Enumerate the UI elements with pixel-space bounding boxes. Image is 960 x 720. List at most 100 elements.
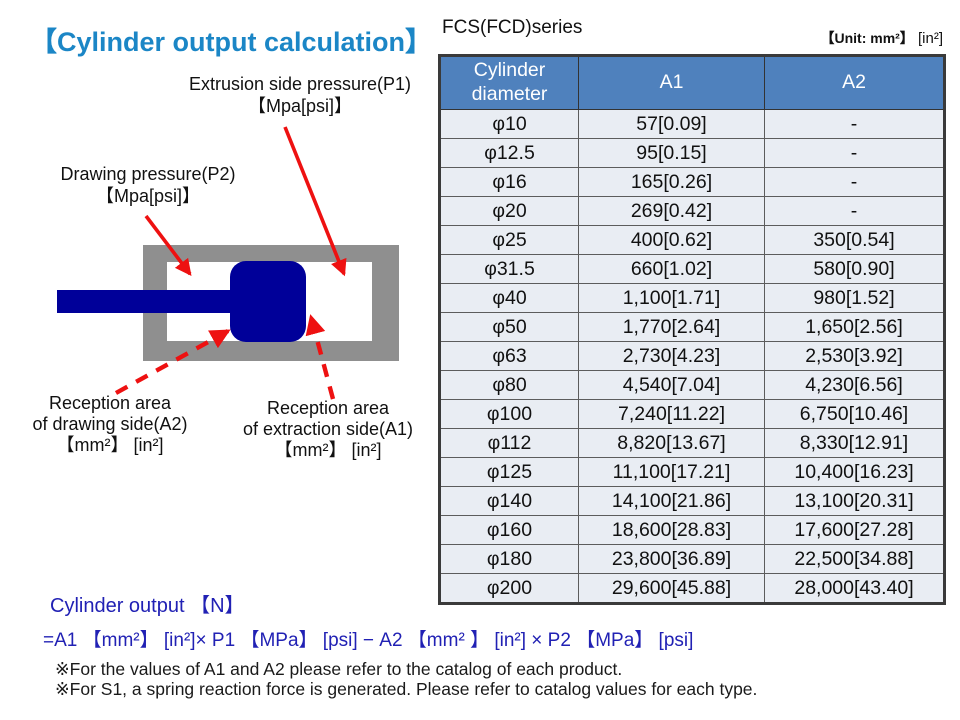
cell-diameter: φ50 (439, 312, 579, 342)
piston (230, 261, 306, 342)
cell-a1: 660[1.02] (578, 254, 765, 284)
cell-a1: 29,600[45.88] (578, 573, 765, 604)
cell-a2: 4,230[6.56] (764, 370, 945, 400)
unit-label: 【Unit: mm²】 [in²] (700, 28, 943, 48)
cell-a2: 6,750[10.46] (764, 399, 945, 429)
cell-a2: - (764, 109, 945, 139)
cell-diameter: φ40 (439, 283, 579, 313)
table-row: φ31.5 660[1.02] 580[0.90] (439, 254, 945, 284)
table-row: φ200 29,600[45.88] 28,000[43.40] (439, 573, 945, 604)
cell-diameter: φ25 (439, 225, 579, 255)
cell-a1: 7,240[11.22] (578, 399, 765, 429)
cell-diameter: φ12.5 (439, 138, 579, 168)
cell-diameter: φ180 (439, 544, 579, 574)
reception-area-a1-line1: Reception area (266, 398, 390, 418)
unit-label-mm: 【Unit: mm²】 (820, 30, 914, 46)
table-row: φ50 1,770[2.64] 1,650[2.56] (439, 312, 945, 342)
cell-a2: 8,330[12.91] (764, 428, 945, 458)
table-row: φ12.5 95[0.15] - (439, 138, 945, 168)
cylinder-output-heading: Cylinder output 【N】 (50, 595, 245, 617)
unit-label-in: [in²] (917, 30, 943, 47)
reception-area-a1-line2: of extraction side(A1) (242, 419, 414, 439)
cell-a1: 23,800[36.89] (578, 544, 765, 574)
cell-diameter: φ20 (439, 196, 579, 226)
cell-a2: 350[0.54] (764, 225, 945, 255)
header-cylinder-diameter: Cylinder diameter (439, 55, 579, 110)
cell-diameter: φ112 (439, 428, 579, 458)
cell-diameter: φ200 (439, 573, 579, 604)
cell-a2: 1,650[2.56] (764, 312, 945, 342)
cell-diameter: φ63 (439, 341, 579, 371)
cell-a2: 2,530[3.92] (764, 341, 945, 371)
reception-area-a1-label: Reception area of extraction side(A1) 【m… (222, 398, 434, 461)
table-body: φ10 57[0.09] - φ12.5 95[0.15] - φ16 165[0.26] - φ… (439, 109, 945, 604)
table-row: φ100 7,240[11.22] 6,750[10.46] (439, 399, 945, 429)
cell-a1: 4,540[7.04] (578, 370, 765, 400)
piston-rod (57, 290, 238, 313)
drawing-pressure-label: Drawing pressure(P2) 【Mpa[psi]】 (43, 163, 253, 207)
reception-area-a2-line2: of drawing side(A2) (32, 414, 188, 434)
cell-a1: 269[0.42] (578, 196, 765, 226)
cell-a1: 400[0.62] (578, 225, 765, 255)
reception-area-a2-line1: Reception area (48, 393, 172, 413)
cell-a1: 2,730[4.23] (578, 341, 765, 371)
footnote-2: ※For S1, a spring reaction force is gene… (55, 679, 758, 699)
table-row: φ180 23,800[36.89] 22,500[34.88] (439, 544, 945, 574)
extrusion-pressure-label-line1: Extrusion side pressure(P1) (188, 74, 412, 94)
table-row: φ112 8,820[13.67] 8,330[12.91] (439, 428, 945, 458)
cell-diameter: φ100 (439, 399, 579, 429)
cell-a2: - (764, 138, 945, 168)
table-row: φ125 11,100[17.21] 10,400[16.23] (439, 457, 945, 487)
reception-area-a2-line3: 【mm²】 [in²] (56, 435, 164, 455)
table-row: φ10 57[0.09] - (439, 109, 945, 139)
cell-a1: 18,600[28.83] (578, 515, 765, 545)
cell-a1: 95[0.15] (578, 138, 765, 168)
cell-a2: 17,600[27.28] (764, 515, 945, 545)
cell-diameter: φ16 (439, 167, 579, 197)
table-row: φ40 1,100[1.71] 980[1.52] (439, 283, 945, 313)
cell-a2: 980[1.52] (764, 283, 945, 313)
table-header-row: Cylinder diameter A1 A2 (439, 55, 945, 110)
cell-a2: 22,500[34.88] (764, 544, 945, 574)
reception-area-a1-line3: 【mm²】 [in²] (274, 440, 382, 460)
table-row: φ20 269[0.42] - (439, 196, 945, 226)
cell-diameter: φ31.5 (439, 254, 579, 284)
table-row: φ140 14,100[21.86] 13,100[20.31] (439, 486, 945, 516)
cell-a2: - (764, 196, 945, 226)
footnotes: ※For the values of A1 and A2 please refe… (55, 659, 757, 699)
header-a1: A1 (578, 55, 765, 110)
cell-diameter: φ160 (439, 515, 579, 545)
cylinder-output-table: Cylinder diameter A1 A2 φ10 57[0.09] - φ12.… (438, 54, 946, 605)
table-row: φ25 400[0.62] 350[0.54] (439, 225, 945, 255)
cell-a1: 57[0.09] (578, 109, 765, 139)
table-row: φ160 18,600[28.83] 17,600[27.28] (439, 515, 945, 545)
table-row: φ63 2,730[4.23] 2,530[3.92] (439, 341, 945, 371)
cell-a1: 8,820[13.67] (578, 428, 765, 458)
table-row: φ80 4,540[7.04] 4,230[6.56] (439, 370, 945, 400)
cell-diameter: φ10 (439, 109, 579, 139)
cell-a1: 14,100[21.86] (578, 486, 765, 516)
cell-diameter: φ125 (439, 457, 579, 487)
extrusion-pressure-label-line2: 【Mpa[psi]】 (247, 96, 353, 116)
drawing-pressure-label-line2: 【Mpa[psi]】 (95, 186, 201, 206)
footnote-1: ※For the values of A1 and A2 please refe… (55, 659, 623, 679)
header-a2: A2 (764, 55, 945, 110)
cell-a1: 1,100[1.71] (578, 283, 765, 313)
cell-a1: 11,100[17.21] (578, 457, 765, 487)
cell-a2: 10,400[16.23] (764, 457, 945, 487)
cell-a2: - (764, 167, 945, 197)
reception-area-a2-label: Reception area of drawing side(A2) 【mm²】… (2, 393, 218, 456)
extrusion-pressure-label: Extrusion side pressure(P1) 【Mpa[psi]】 (158, 73, 442, 117)
table-row: φ16 165[0.26] - (439, 167, 945, 197)
drawing-pressure-label-line1: Drawing pressure(P2) (60, 164, 236, 184)
cell-a2: 580[0.90] (764, 254, 945, 284)
cell-a2: 13,100[20.31] (764, 486, 945, 516)
cell-diameter: φ140 (439, 486, 579, 516)
cell-a1: 165[0.26] (578, 167, 765, 197)
cell-a2: 28,000[43.40] (764, 573, 945, 604)
series-label: FCS(FCD)series (442, 17, 583, 38)
cell-a1: 1,770[2.64] (578, 312, 765, 342)
cell-diameter: φ80 (439, 370, 579, 400)
cylinder-output-formula: =A1 【mm²】 [in²]× P1 【MPa】 [psi] − A2 【mm… (43, 630, 694, 651)
